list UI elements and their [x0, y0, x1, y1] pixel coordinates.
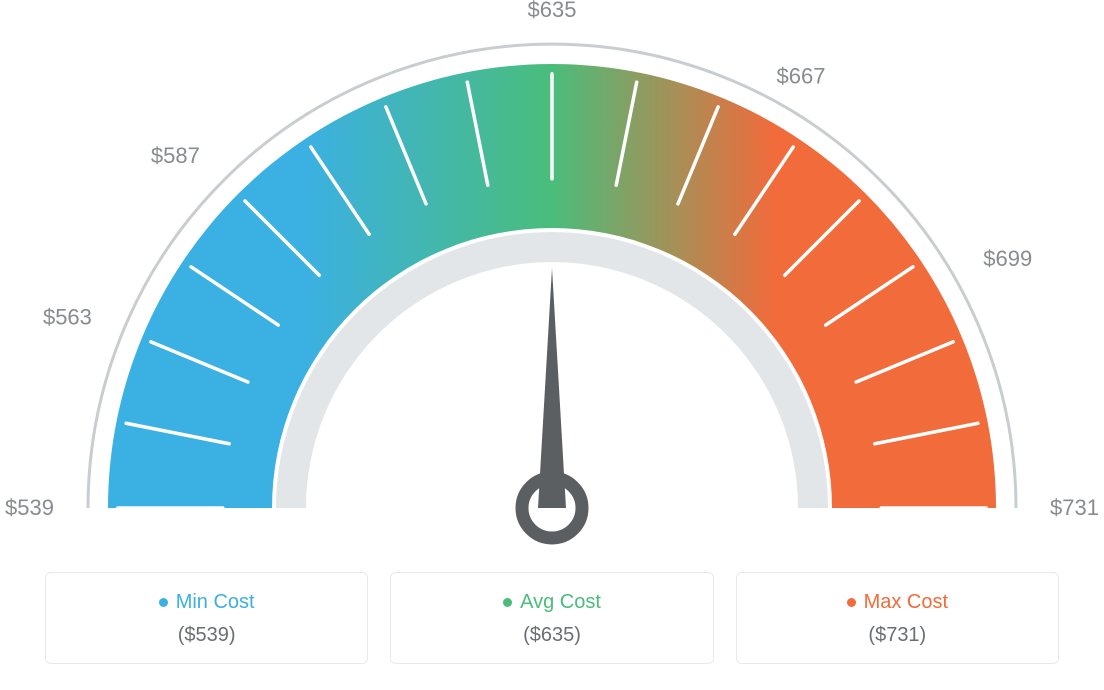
dot-avg	[503, 598, 512, 607]
legend-max: Max Cost ($731)	[736, 572, 1059, 664]
scale-label-731: $731	[1050, 495, 1099, 520]
scale-label-587: $587	[151, 143, 200, 168]
legend-avg-label: Avg Cost	[520, 591, 601, 614]
legend-row: Min Cost ($539) Avg Cost ($635) Max Cost…	[45, 572, 1059, 664]
legend-avg-value: ($635)	[401, 624, 702, 647]
dot-max	[847, 598, 856, 607]
legend-min-label: Min Cost	[176, 591, 255, 614]
legend-max-label: Max Cost	[864, 591, 948, 614]
legend-min: Min Cost ($539)	[45, 572, 368, 664]
scale-label-539: $539	[5, 495, 54, 520]
legend-avg: Avg Cost ($635)	[390, 572, 713, 664]
dot-min	[159, 598, 168, 607]
legend-min-value: ($539)	[56, 624, 357, 647]
scale-label-563: $563	[43, 304, 92, 329]
scale-label-699: $699	[983, 246, 1032, 271]
scale-label-635: $635	[528, 0, 577, 22]
cost-gauge: $539 $563 $587 $635 $667 $699 $731	[0, 0, 1104, 560]
legend-max-value: ($731)	[747, 624, 1048, 647]
scale-label-667: $667	[777, 64, 826, 89]
